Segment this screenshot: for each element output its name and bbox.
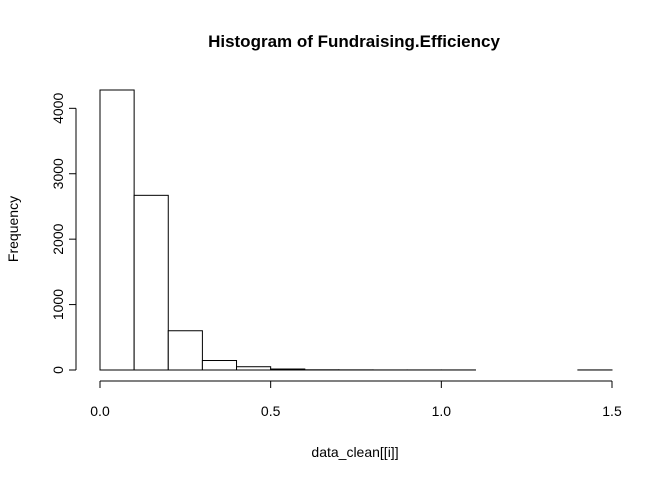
x-tick-label-3: 1.5: [602, 403, 622, 419]
histogram-bar-2: [167, 330, 203, 371]
y-tick-label-1: 1000: [50, 289, 66, 320]
x-axis: 0.0 0.5 1.0 1.5: [90, 380, 622, 419]
y-tick-label-4: 4000: [50, 93, 66, 124]
y-tick-label-2: 2000: [50, 223, 66, 254]
histogram-bar-4: [236, 366, 272, 371]
y-tick-label-0: 0: [50, 366, 66, 374]
x-tick-label-1: 0.5: [261, 403, 281, 419]
histogram-bar-1: [133, 194, 169, 371]
x-axis-label: data_clean[[i]]: [311, 444, 398, 460]
bars-group: [99, 89, 613, 371]
x-tick-label-0: 0.0: [90, 403, 110, 419]
histogram-bar-0: [99, 89, 135, 371]
y-axis: 0 1000 2000 3000 4000: [50, 93, 77, 374]
histogram-bar-5: [270, 368, 306, 371]
histogram-bar-3: [201, 360, 238, 371]
x-tick-label-2: 1.0: [432, 403, 452, 419]
y-axis-label: Frequency: [5, 196, 21, 262]
chart-title: Histogram of Fundraising.Efficiency: [208, 32, 500, 51]
y-tick-label-3: 3000: [50, 158, 66, 189]
